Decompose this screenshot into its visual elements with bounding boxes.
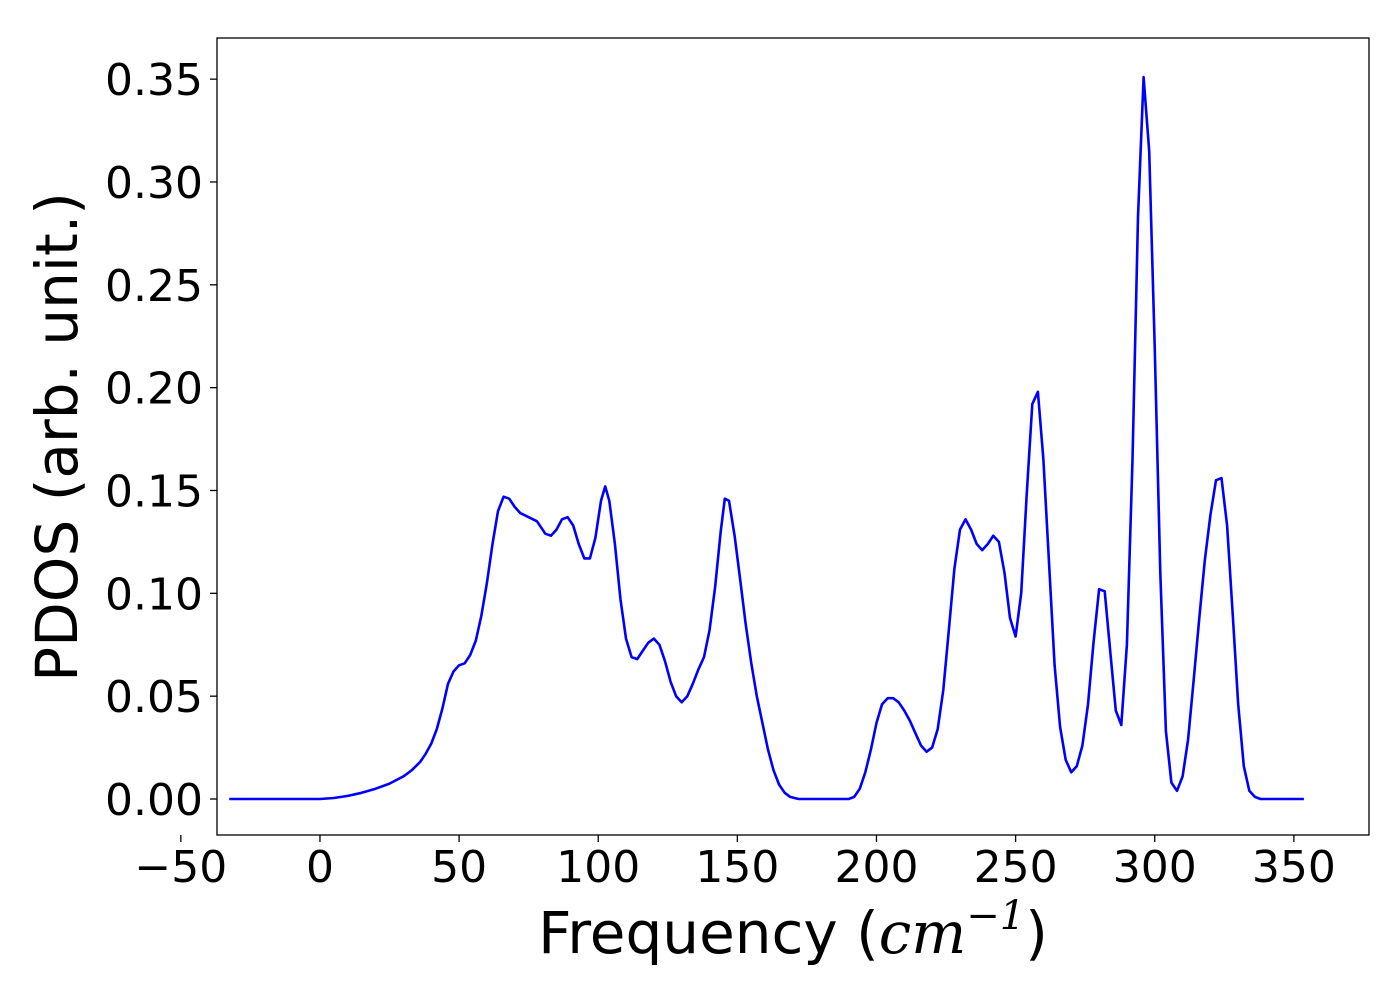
pdos-series-line [229,75,1304,801]
y-tick-label: 0.00 [105,775,203,826]
y-axis-ticks: 0.00 0.05 0.10 0.15 0.20 0.25 0.30 0.35 [105,55,217,826]
y-tick-label: 0.10 [105,569,203,620]
y-tick-label: 0.30 [105,158,203,209]
x-tick-label: 200 [834,842,918,893]
x-tick-label: 50 [431,842,487,893]
x-axis-title: Frequency (cm−1) [538,893,1048,967]
y-tick-label: 0.20 [105,364,203,415]
y-tick-label: 0.15 [105,466,203,517]
plot-frame [216,37,1370,836]
x-tick-label: 250 [974,842,1058,893]
x-tick-label: 350 [1252,842,1336,893]
y-tick-label: 0.35 [105,55,203,106]
x-tick-label: 100 [556,842,640,893]
x-tick-label: 0 [306,842,334,893]
y-axis-title: PDOS (arb. unit.) [23,192,91,682]
y-tick-label: 0.25 [105,261,203,312]
x-tick-label: 150 [695,842,779,893]
y-tick-label: 0.05 [105,672,203,723]
x-tick-label: 300 [1113,842,1197,893]
series-layer [229,75,1304,801]
x-axis-ticks: −50 0 50 100 150 200 250 300 350 [134,835,1336,893]
x-tick-label: −50 [134,842,227,893]
